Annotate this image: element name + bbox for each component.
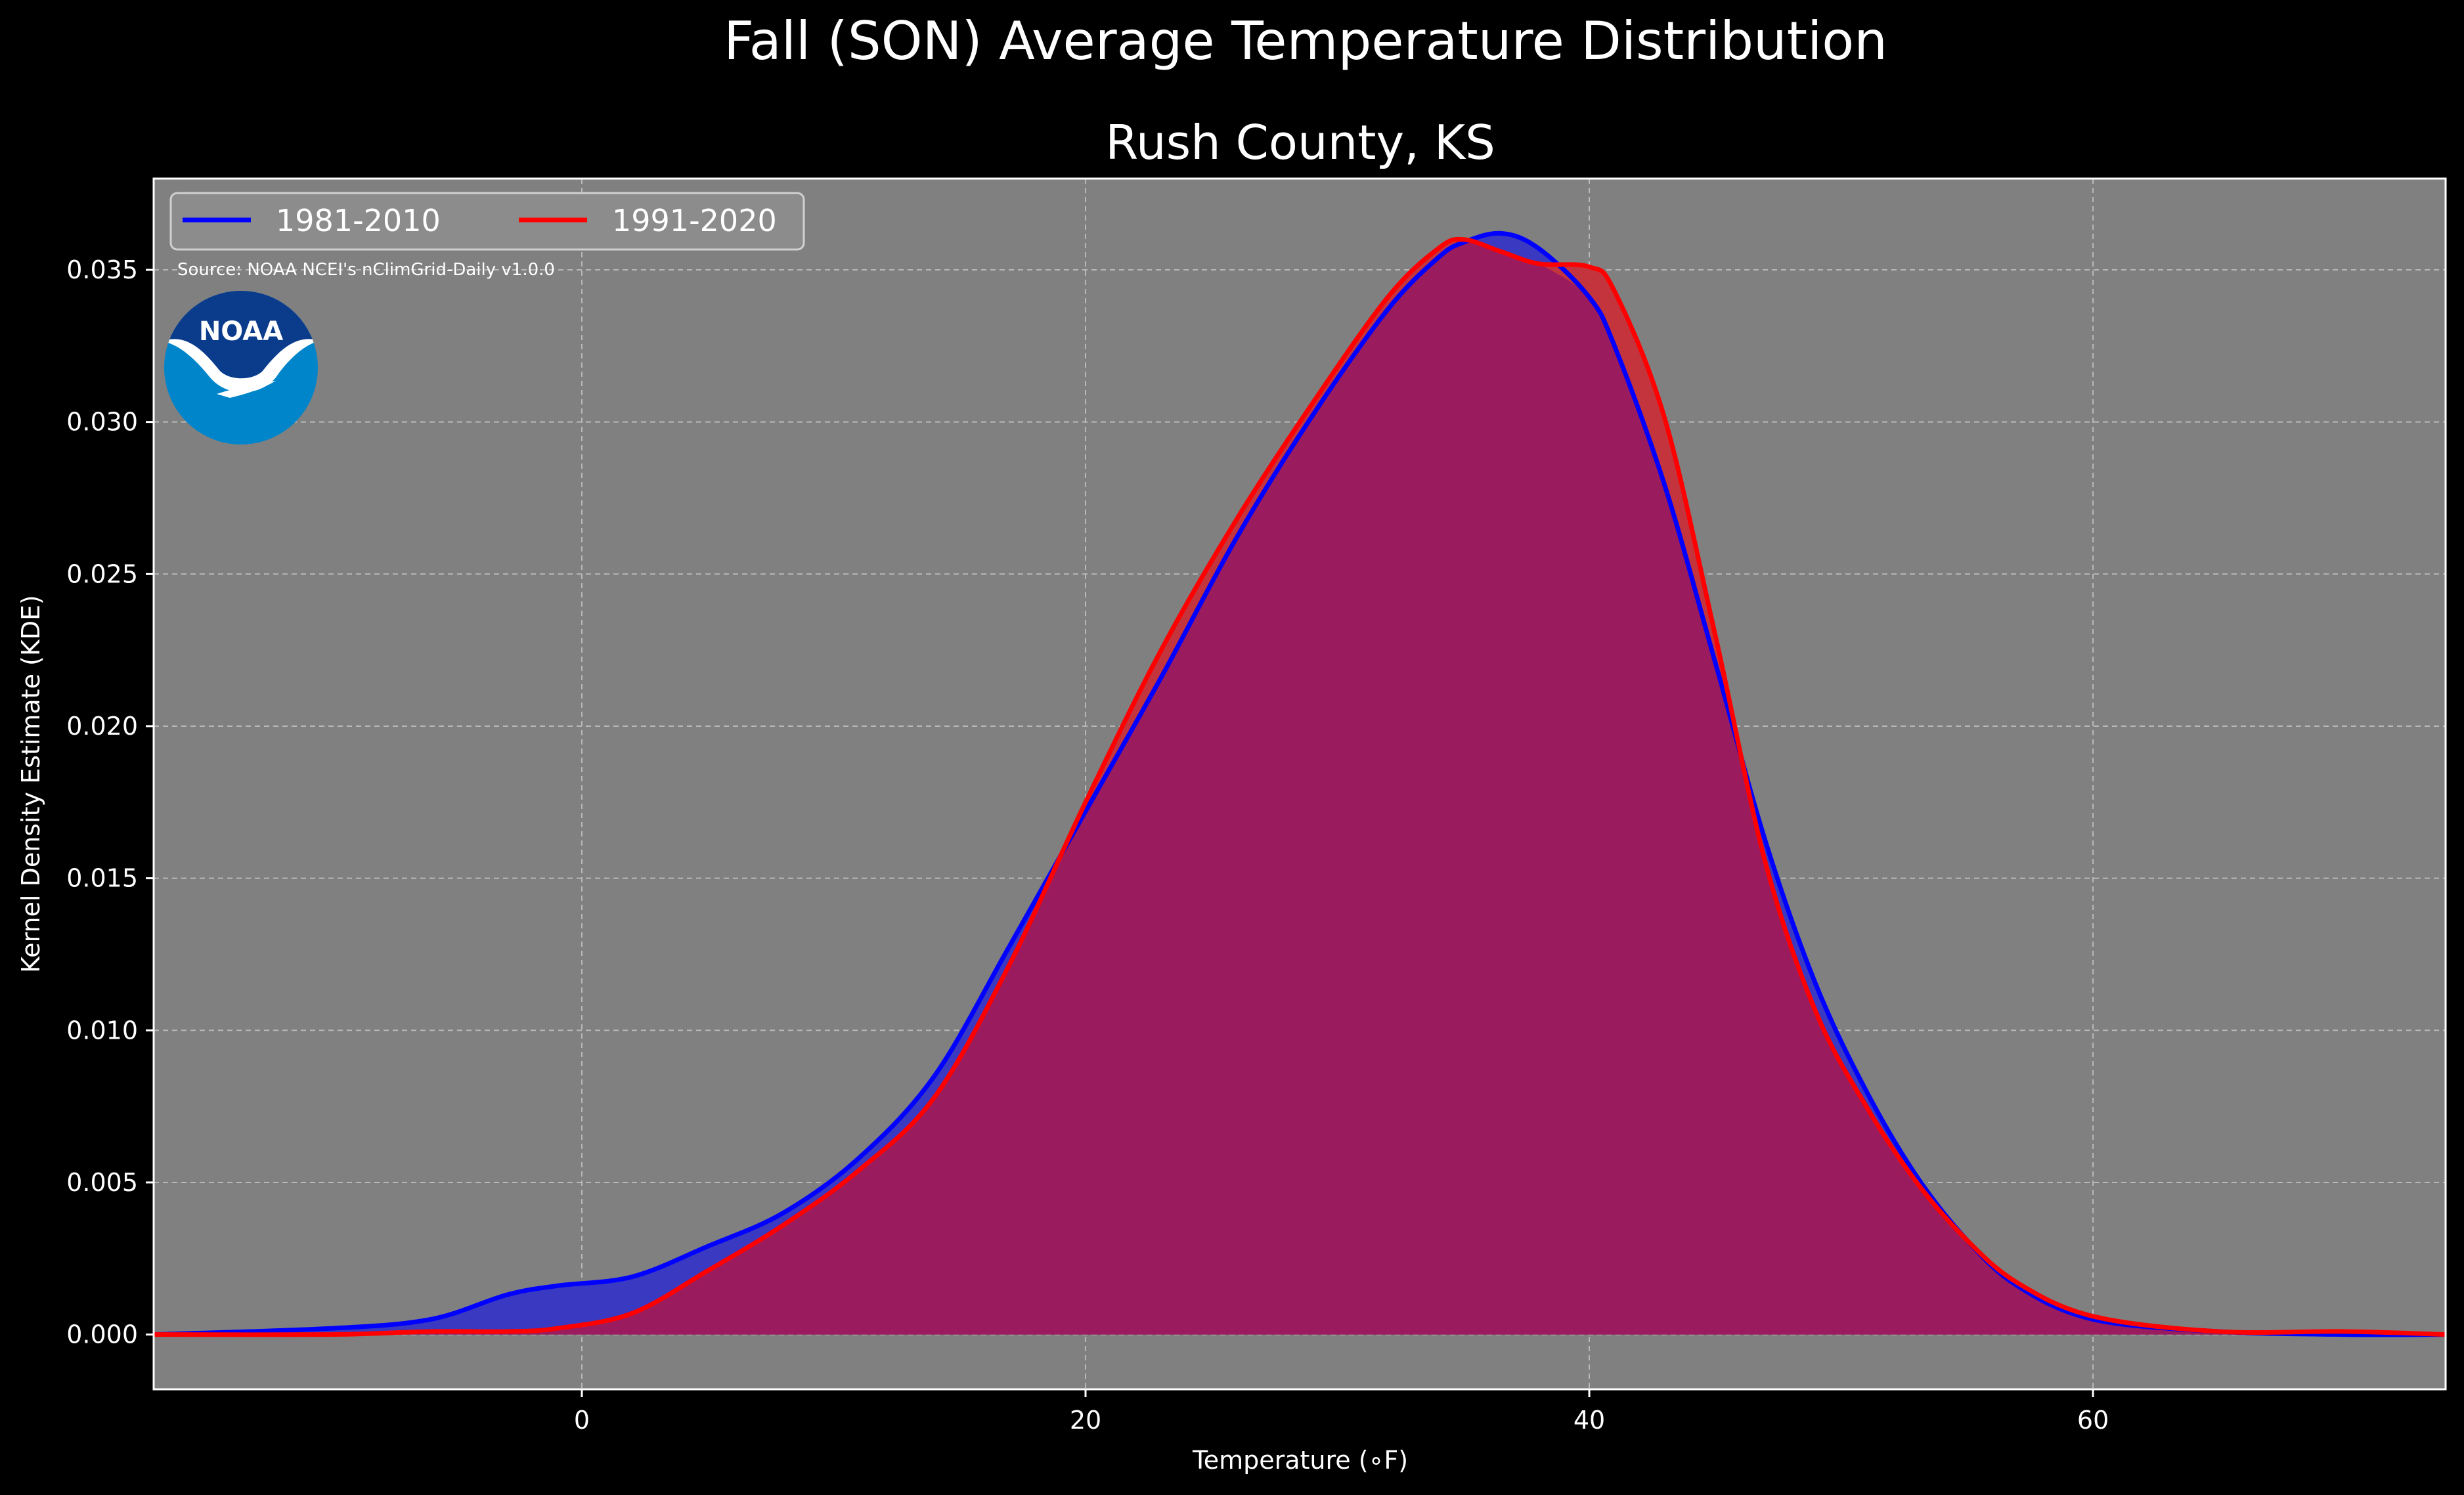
density-fills [154,233,2446,1335]
noaa-logo-dark-top [164,291,318,379]
y-axis-label: Kernel Density Estimate (KDE) [16,595,45,973]
x-tick-label: 60 [2077,1406,2109,1435]
area-overlap [154,242,2446,1335]
y-tick-label: 0.020 [66,712,138,741]
line-1991-2020 [154,236,2446,1337]
y-tick-label: 0.005 [66,1168,138,1197]
y-tick-label: 0.035 [66,255,138,284]
y-tick-label: 0.010 [66,1016,138,1045]
y-tick-label: 0.015 [66,864,138,893]
legend-box [169,192,805,251]
grid [154,179,2446,1389]
x-tick-label: 0 [574,1406,590,1435]
noaa-logo-wave [164,339,318,393]
x-tick-label: 40 [1573,1406,1605,1435]
source-note: Source: NOAA NCEI's nClimGrid-Daily v1.0… [177,260,555,280]
legend-label-1981-2010: 1981-2010 [276,203,441,238]
legend-label-1991-2020: 1991-2020 [612,203,777,238]
y-tick-label: 0.000 [66,1320,138,1349]
axis-ticks: 0 20 40 60 0.000 0.005 0.010 0.015 0.020 0.025 0.0… [66,255,2109,1435]
chart-title: Fall (SON) Average Temperature Distribut… [724,11,1887,72]
y-tick-label: 0.030 [66,408,138,437]
y-tick-label: 0.025 [66,559,138,588]
noaa-logo: NOAA [164,291,318,444]
density-lines [154,230,2446,1337]
x-axis-label: Temperature (∘F) [1192,1446,1408,1475]
noaa-logo-bird [217,381,276,398]
line-1981-2010 [154,230,2446,1337]
x-tick-label: 20 [1070,1406,1101,1435]
chart-subtitle: Rush County, KS [1105,115,1495,170]
legend: 1981-2010 1991-2020 [169,192,805,251]
plot-frame [152,177,2447,1391]
noaa-logo-text: NOAA [199,316,283,347]
